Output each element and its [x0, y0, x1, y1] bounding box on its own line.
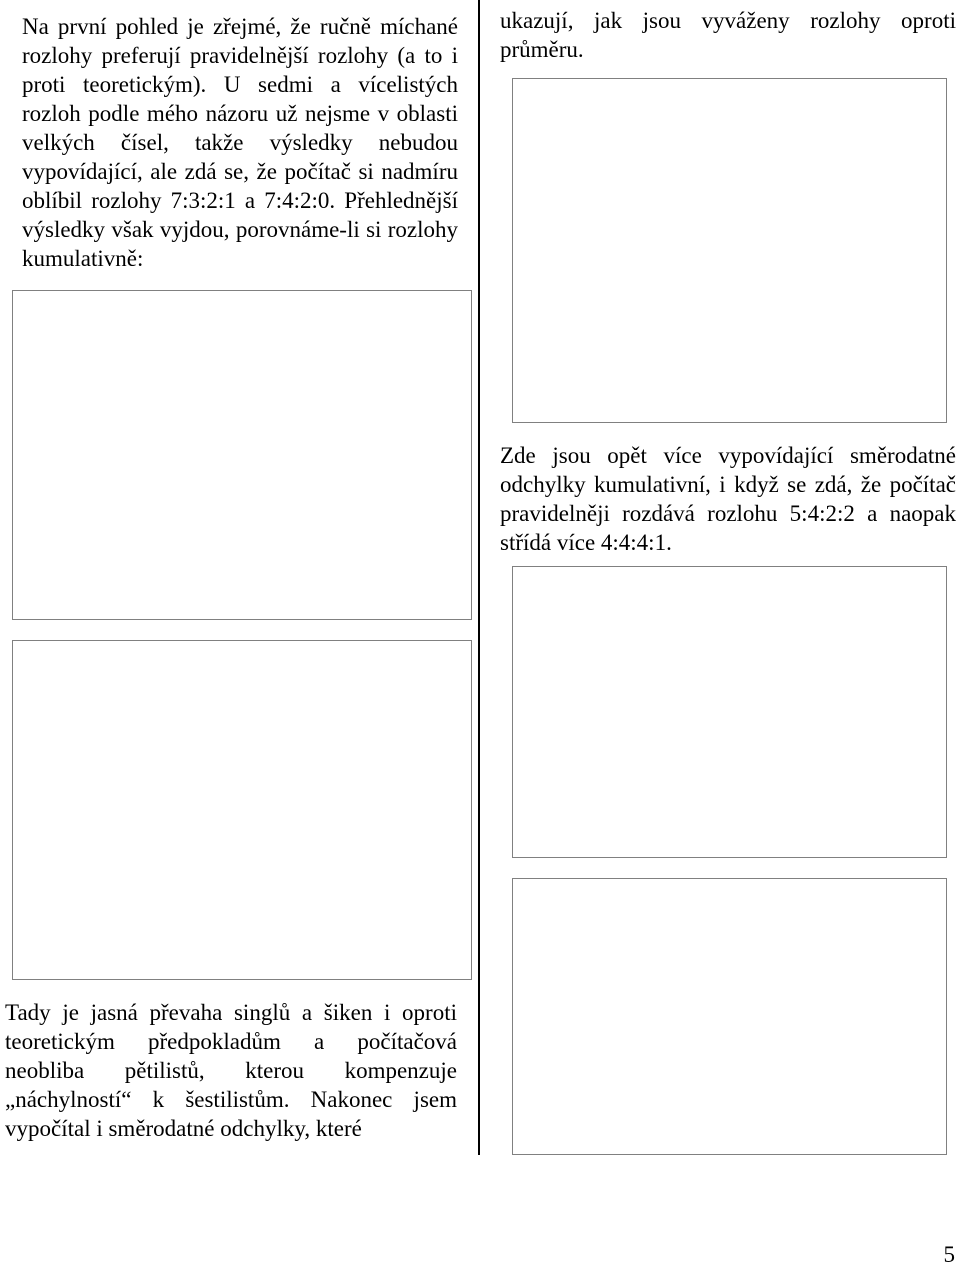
chart-border [12, 290, 472, 620]
chart-border [12, 640, 472, 980]
chart-suit-length-deviation-line-svg: 0,00000,50001,00001,50002,00002,50003,00… [512, 878, 947, 1155]
chart-distribution-deviation-line: 0,00000,50001,00001,50002,00002,50003,00… [512, 78, 947, 423]
chart-cumulative-deviation-line: 0,00000,50001,00001,50002,00002,50003,00… [512, 566, 947, 858]
chart-border [512, 78, 947, 423]
chart-cumulative-bar-svg: 0,0010,0020,0030,0040,0050,0060,0070,008… [12, 290, 472, 620]
chart-border [512, 566, 947, 858]
chart-border [512, 878, 947, 1155]
page-number: 5 [943, 1242, 956, 1267]
chart-distribution-deviation-line-svg: 0,00000,50001,00001,50002,00002,50003,00… [512, 78, 947, 423]
chart-suit-length-bar: 0,005,0010,0015,0020,0025,0030,0035,0040… [12, 640, 472, 980]
chart-suit-length-bar-svg: 0,005,0010,0015,0020,0025,0030,0035,0040… [12, 640, 472, 980]
chart-cumulative-deviation-line-svg: 0,00000,50001,00001,50002,00002,50003,00… [512, 566, 947, 858]
paragraph-bottom-left: Tady je jasná převaha singlů a šiken i o… [5, 1000, 457, 1141]
paragraph-middle-right: Zde jsou opět více vypovídající směrodat… [500, 443, 956, 555]
column-divider [478, 0, 480, 1155]
paragraph-top-right: ukazují, jak jsou vyváženy rozlohy oprot… [500, 8, 956, 62]
paragraph-top-left: Na první pohled je zřejmé, že ručně mích… [22, 14, 458, 271]
chart-suit-length-deviation-line: 0,00000,50001,00001,50002,00002,50003,00… [512, 878, 947, 1155]
chart-cumulative-bar: 0,0010,0020,0030,0040,0050,0060,0070,008… [12, 290, 472, 620]
